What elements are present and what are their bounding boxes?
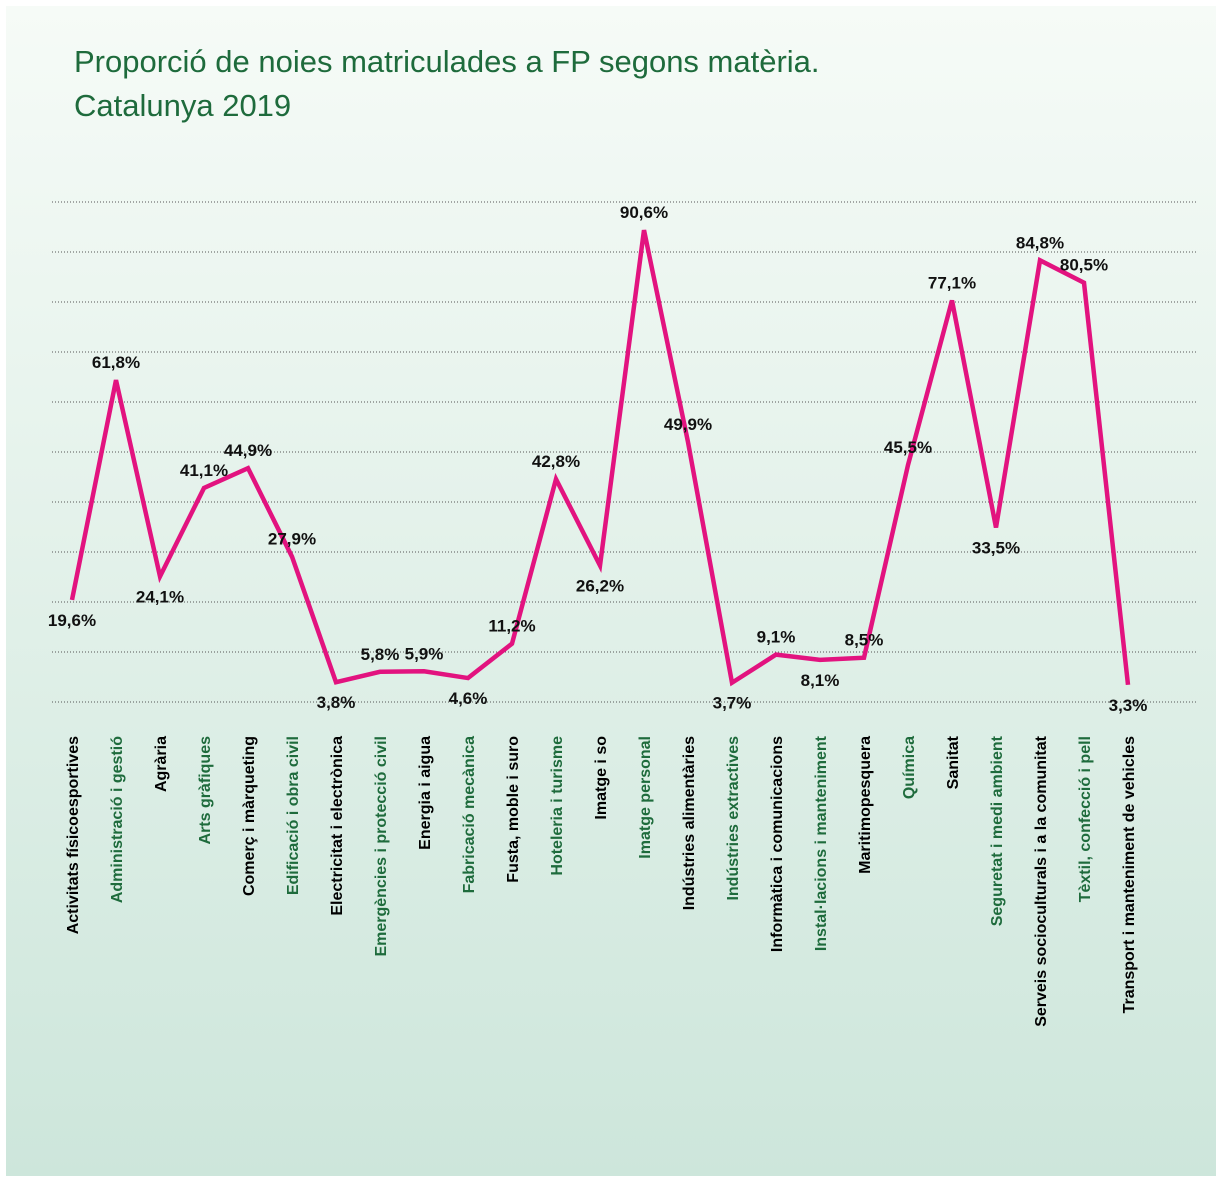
x-tick-label: Fusta, moble i suro: [505, 736, 522, 883]
x-tick-label: Emergències i protecció civil: [373, 736, 390, 957]
data-label: 45,5%: [884, 438, 932, 457]
x-tick-label: Arts gràfiques: [197, 736, 214, 845]
data-label: 49,9%: [664, 415, 712, 434]
data-label: 8,1%: [801, 671, 840, 690]
data-label: 19,6%: [48, 611, 96, 630]
x-tick-label: Fabricació mecànica: [461, 736, 478, 894]
data-label: 26,2%: [576, 577, 624, 596]
data-label: 3,8%: [317, 693, 356, 712]
data-label: 77,1%: [928, 273, 976, 292]
data-label: 9,1%: [757, 628, 796, 647]
line: [69, 229, 1131, 687]
x-tick-label: Química: [901, 736, 918, 799]
x-tick-label: Instal·lacions i manteniment: [813, 735, 830, 951]
x-tick-label: Imatge personal: [637, 736, 654, 859]
data-label: 33,5%: [972, 539, 1020, 558]
background: [6, 6, 1216, 1176]
data-label: 90,6%: [620, 203, 668, 222]
data-label: 44,9%: [224, 441, 272, 460]
chart-title: Proporció de noies matriculades a FP seg…: [74, 44, 820, 79]
data-label: 24,1%: [136, 587, 184, 606]
x-tick-label: Imatge i so: [593, 736, 610, 820]
x-tick-label: Activitats físicoesportives: [65, 736, 82, 934]
data-label: 42,8%: [532, 452, 580, 471]
x-tick-label: Informàtica i comunicacions: [769, 736, 786, 952]
data-label: 8,5%: [845, 631, 884, 650]
x-tick-label: Maritimopesquera: [857, 736, 874, 874]
x-tick-label: Administració i gestió: [109, 736, 126, 903]
data-label: 4,6%: [449, 689, 488, 708]
data-label: 27,9%: [268, 530, 316, 549]
x-tick-label: Sanitat: [945, 735, 962, 789]
x-tick-label: Indústries alimentàries: [681, 736, 698, 910]
x-tick-label: Comerç i màrqueting: [241, 736, 258, 896]
x-tick-label: Edificació i obra civil: [285, 736, 302, 895]
x-tick-label: Indústries extractives: [725, 736, 742, 901]
data-label: 61,8%: [92, 353, 140, 372]
data-label: 80,5%: [1060, 256, 1108, 275]
chart-subtitle: Catalunya 2019: [74, 88, 291, 123]
x-tick-label: Hoteleria i turisme: [549, 736, 566, 876]
data-label: 3,7%: [713, 694, 752, 713]
x-tick-label: Transport i manteniment de vehicles: [1121, 736, 1138, 1014]
x-tick-label: Electricitat i electrònica: [329, 736, 346, 916]
data-label: 3,3%: [1109, 696, 1148, 715]
x-tick-label: Seguretat i medi ambient: [989, 735, 1006, 926]
x-tick-label: Energia i aigua: [417, 736, 434, 850]
x-tick-label: Serveis socioculturals i a la comunitat: [1033, 735, 1050, 1026]
data-label: 5,8%: [361, 645, 400, 664]
data-label: 84,8%: [1016, 233, 1064, 252]
data-label: 11,2%: [488, 617, 535, 636]
data-label: 5,9%: [405, 644, 444, 663]
data-label: 41,1%: [180, 461, 228, 480]
x-tick-label: Agrària: [153, 736, 170, 792]
x-tick-label: Tèxtil, confecció i pell: [1077, 736, 1094, 902]
